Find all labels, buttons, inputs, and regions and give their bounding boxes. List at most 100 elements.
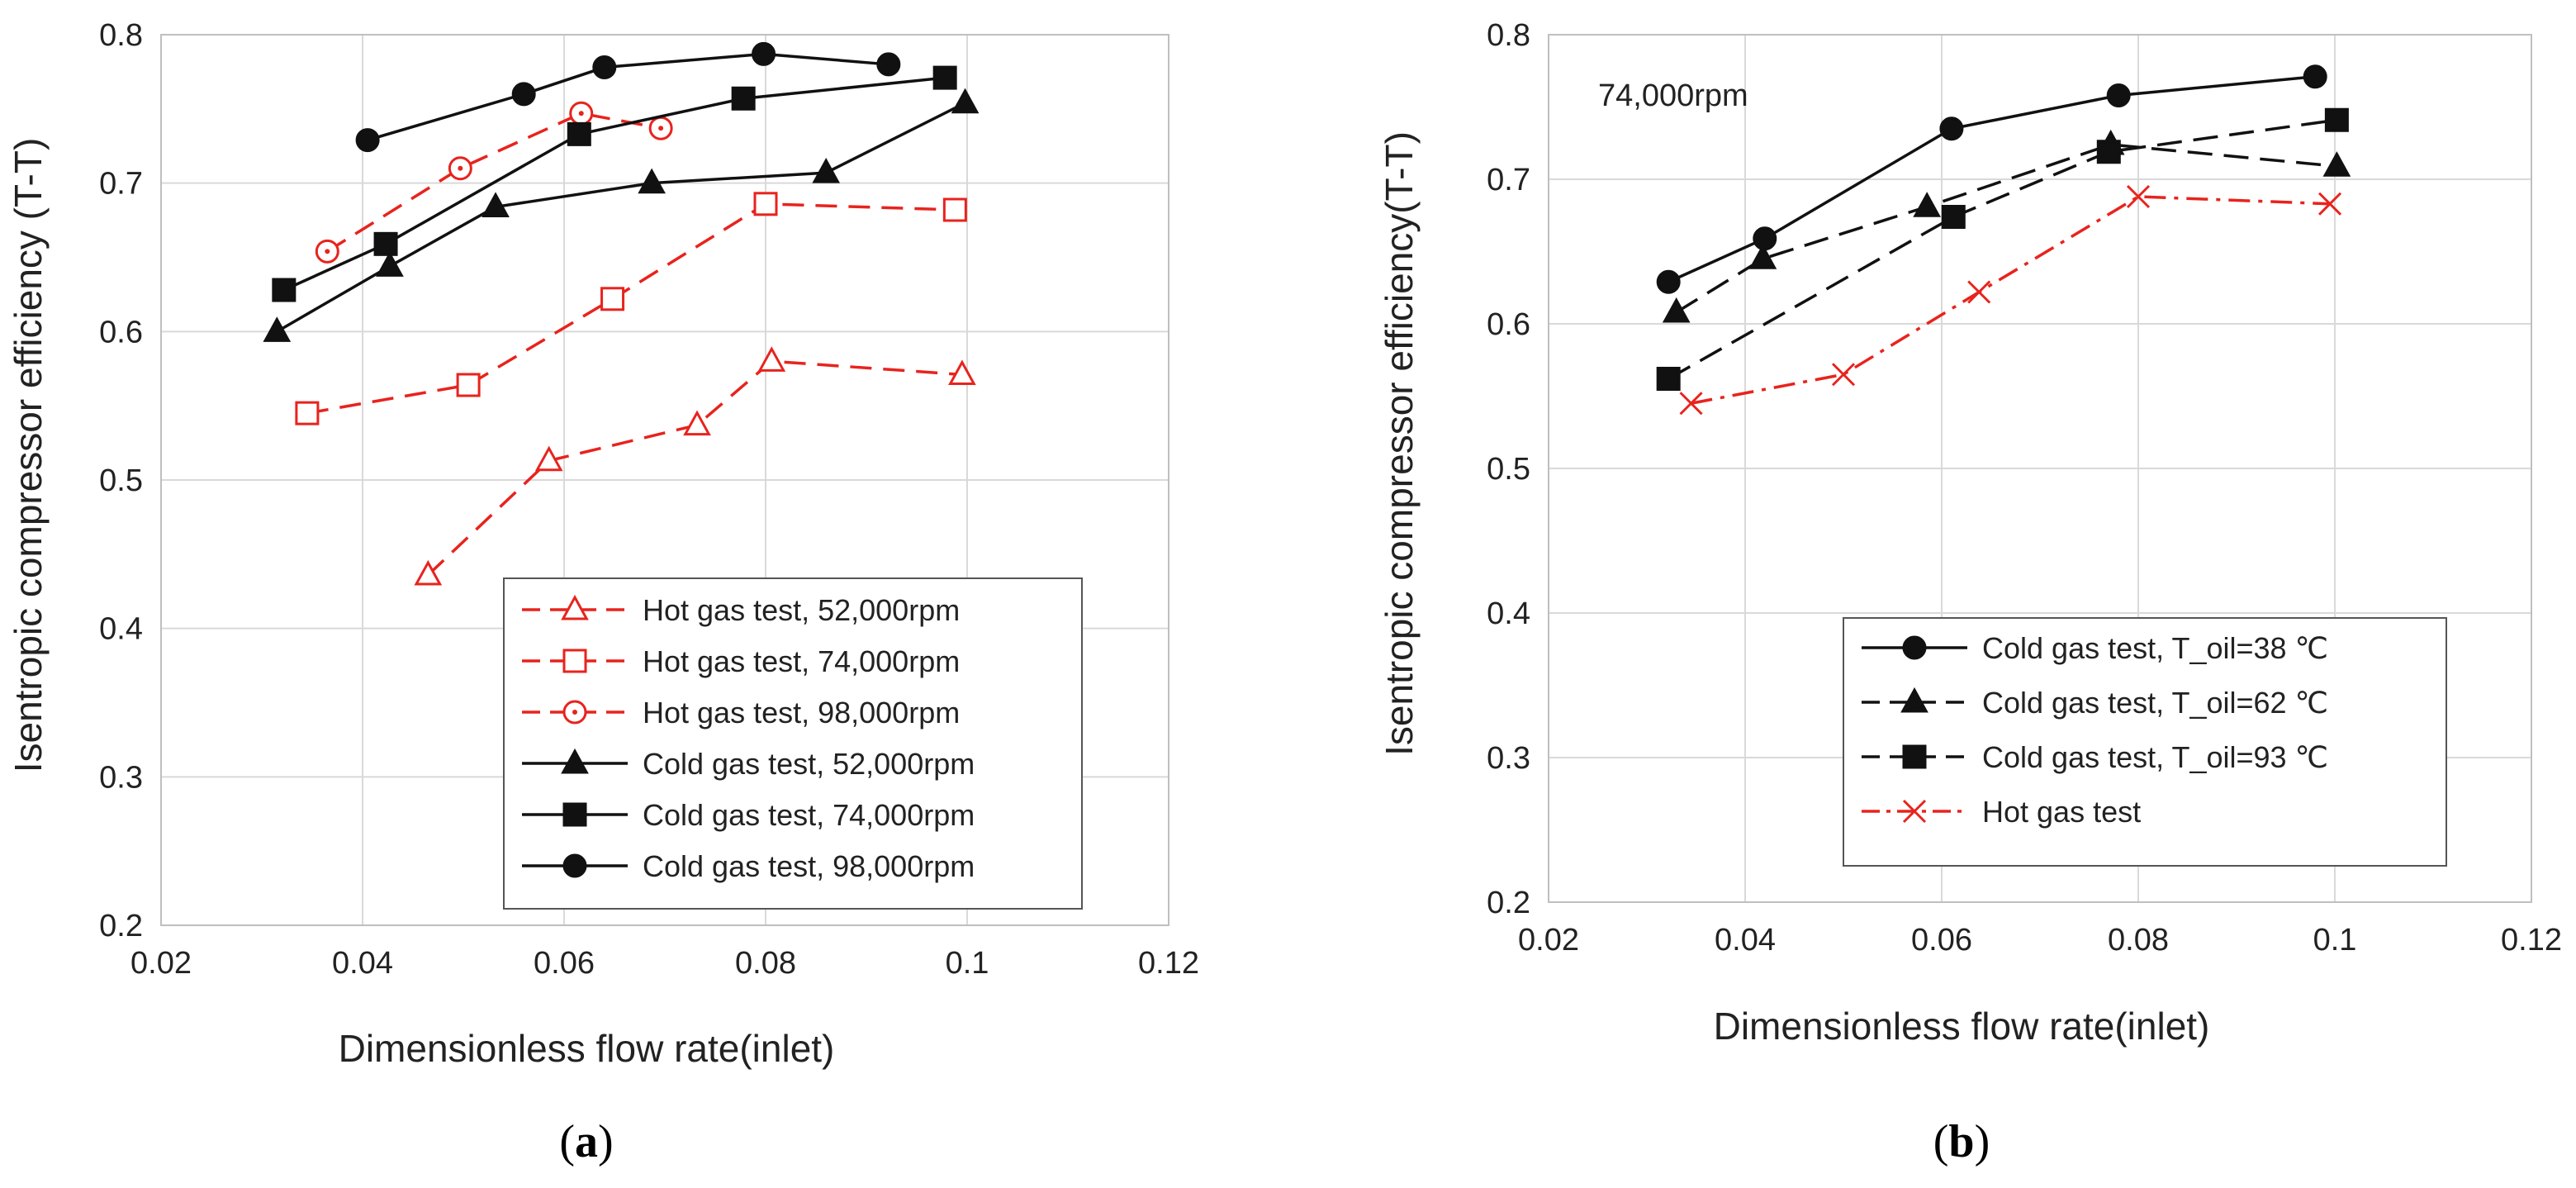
panel-label-open: ( xyxy=(559,1116,575,1167)
panel-b-chart: 0.02 0.04 0.06 0.08 0.1 0.12 0.2 0.3 0.4 0.5 0.6 0.… xyxy=(1378,18,2562,1167)
data-point xyxy=(951,88,980,114)
data-point xyxy=(1902,635,1927,660)
x-axis-title: Dimensionless flow rate(inlet) xyxy=(339,1027,835,1070)
legend-entry: Hot gas test, 98,000rpm xyxy=(522,696,960,729)
series-cold-gas-test-t-oil-93 xyxy=(1656,107,2349,391)
data-point xyxy=(592,55,617,80)
data-point xyxy=(561,594,589,620)
x-tick-label: 0.06 xyxy=(1911,923,1972,958)
legend: Hot gas test, 52,000rpm Hot gas test, 74,… xyxy=(503,577,1083,910)
legend-entry: Cold gas test, 74,000rpm xyxy=(522,798,975,832)
data-point xyxy=(731,86,756,111)
data-point xyxy=(1753,226,1777,251)
legend-label: Hot gas test, 74,000rpm xyxy=(643,644,960,678)
data-point xyxy=(1939,116,1964,141)
data-point xyxy=(1913,192,1941,217)
data-point xyxy=(2106,83,2131,107)
legend-label: Cold gas test, T_oil=62 ℃ xyxy=(1982,686,2328,720)
legend-box xyxy=(1843,617,2447,867)
y-tick-label: 0.2 xyxy=(1487,886,1530,920)
data-point xyxy=(376,251,404,277)
series-hot-gas-test xyxy=(1679,184,2342,416)
legend-label: Hot gas test, 52,000rpm xyxy=(643,593,960,627)
panel-label-open: ( xyxy=(1933,1116,1949,1167)
series-hot-gas-test-52-000rpm xyxy=(414,346,976,586)
panel-label-close: ) xyxy=(598,1116,614,1167)
panel-a-chart: 0.02 0.04 0.06 0.08 0.1 0.12 0.2 0.3 0.4 0.5 0.6 0.… xyxy=(7,18,1199,1167)
x-tick-label: 0.02 xyxy=(130,946,192,981)
x-tick-label: 0.04 xyxy=(332,946,393,981)
data-point xyxy=(272,278,297,302)
data-point xyxy=(2126,184,2151,209)
data-point xyxy=(562,649,587,673)
data-point xyxy=(638,168,666,194)
y-tick-label: 0.5 xyxy=(1487,452,1530,487)
data-point xyxy=(355,128,380,153)
data-point xyxy=(1941,205,1966,229)
data-point xyxy=(942,197,967,222)
data-point xyxy=(1662,297,1691,323)
data-point xyxy=(2096,140,2121,164)
y-tick-label: 0.6 xyxy=(99,315,143,349)
data-point xyxy=(562,853,587,878)
data-point-center xyxy=(572,710,577,715)
data-point xyxy=(1900,687,1928,713)
y-tick-label: 0.8 xyxy=(1487,18,1530,53)
legend-label: Cold gas test, 52,000rpm xyxy=(643,747,975,781)
data-point xyxy=(561,748,589,774)
data-point-center xyxy=(658,126,664,131)
legend-label: Hot gas test, 98,000rpm xyxy=(643,696,960,729)
x-tick-label: 0.12 xyxy=(2501,923,2562,958)
y-tick-label: 0.7 xyxy=(99,167,143,202)
data-point xyxy=(932,65,957,90)
y-tick-label: 0.3 xyxy=(99,760,143,795)
data-point xyxy=(414,559,443,586)
legend-entry: Cold gas test, T_oil=62 ℃ xyxy=(1862,686,2328,720)
data-point xyxy=(534,445,563,472)
series-cold-gas-test-74-000rpm xyxy=(272,65,957,302)
legend-label: Cold gas test, 98,000rpm xyxy=(643,849,975,883)
data-point xyxy=(752,41,776,66)
data-point xyxy=(511,82,536,107)
data-point xyxy=(1679,392,1703,416)
x-tick-label: 0.12 xyxy=(1138,946,1199,981)
data-point xyxy=(757,346,786,372)
panel-label: (a) xyxy=(559,1116,613,1167)
data-point xyxy=(948,359,976,385)
legend-label: Hot gas test xyxy=(1982,795,2141,829)
y-axis-title: Isentropic compressor efficiency (T-T) xyxy=(7,138,50,773)
data-point xyxy=(683,410,711,436)
data-point-center xyxy=(578,111,584,116)
series-line xyxy=(1668,118,2337,381)
legend-entry: Cold gas test, 98,000rpm xyxy=(522,849,975,883)
data-point xyxy=(1656,367,1681,391)
data-point xyxy=(2322,151,2351,177)
panel-label: (b) xyxy=(1933,1116,1990,1167)
y-tick-label: 0.8 xyxy=(99,18,143,53)
data-point xyxy=(482,192,510,217)
data-point xyxy=(600,287,625,311)
data-point-center xyxy=(458,165,463,171)
x-tick-label: 0.08 xyxy=(735,946,796,981)
data-point-center xyxy=(325,249,330,254)
data-point xyxy=(263,316,292,342)
x-tick-label: 0.1 xyxy=(946,946,989,981)
y-tick-label: 0.3 xyxy=(1487,741,1530,776)
x-tick-label: 0.06 xyxy=(534,946,595,981)
legend-entry: Cold gas test, T_oil=93 ℃ xyxy=(1862,740,2328,774)
legend-entry: Hot gas test xyxy=(1862,795,2141,829)
legend-label: Cold gas test, T_oil=93 ℃ xyxy=(1982,740,2328,774)
series-cold-gas-test-98-000rpm xyxy=(355,41,901,153)
data-point xyxy=(567,121,591,146)
y-tick-label: 0.7 xyxy=(1487,163,1530,197)
data-point xyxy=(1656,269,1681,294)
data-point xyxy=(753,192,778,216)
data-point xyxy=(1902,799,1927,824)
series-cold-gas-test-t-oil-38 xyxy=(1656,64,2327,294)
y-tick-label: 0.4 xyxy=(99,612,143,647)
legend: Cold gas test, T_oil=38 ℃ Cold gas test, … xyxy=(1843,617,2447,867)
panel-label-letter: b xyxy=(1948,1116,1974,1167)
data-point xyxy=(1967,280,1991,304)
legend-box xyxy=(503,577,1083,910)
y-axis-title: Isentropic compressor efficiency(T-T) xyxy=(1378,131,1421,756)
